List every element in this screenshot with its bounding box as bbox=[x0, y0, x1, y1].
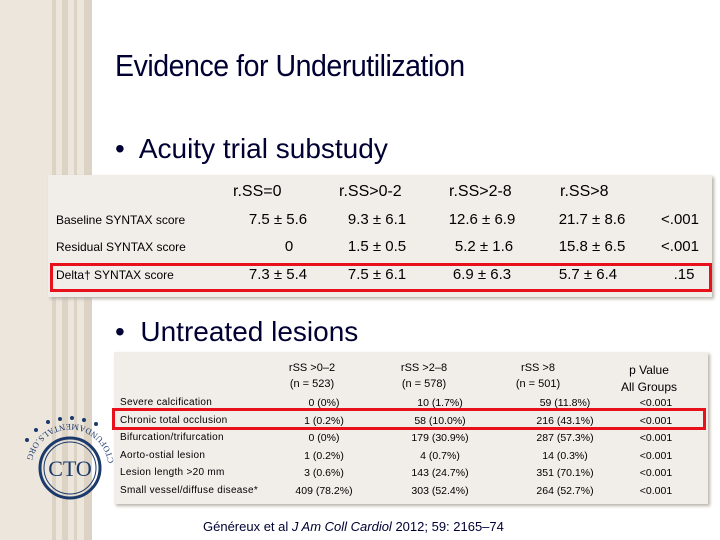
header-line: (n = 578) bbox=[401, 378, 447, 390]
table-cell: 7.5 ± 6.1 bbox=[347, 266, 407, 283]
table-cell: 7.5 ± 5.6 bbox=[248, 211, 308, 228]
table-cell: 287 (57.3%) bbox=[536, 432, 594, 444]
table-cell: 14 (0.3%) bbox=[542, 450, 588, 462]
table-cell: 143 (24.7%) bbox=[411, 467, 469, 479]
table-cell: 58 (10.0%) bbox=[414, 415, 466, 427]
table-cell: 6.9 ± 6.3 bbox=[452, 266, 512, 283]
table-cell: 0 (0%) bbox=[308, 432, 340, 444]
row-label: Small vessel/diffuse disease* bbox=[120, 485, 259, 496]
table-cell: 0 (0%) bbox=[308, 397, 340, 409]
header-line: rSS >2–8 bbox=[400, 362, 448, 374]
bullet-acuity-text: Acuity trial substudy bbox=[138, 133, 388, 164]
table-cell: 303 (52.4%) bbox=[411, 485, 469, 497]
slide-title: Evidence for Underutilization bbox=[115, 48, 465, 83]
header-line: All Groups bbox=[620, 380, 678, 394]
row-label: Chronic total occlusion bbox=[120, 415, 228, 426]
table-cell: <0.001 bbox=[639, 450, 673, 462]
table2-header: rSS >2–8 (n = 578) bbox=[369, 360, 479, 392]
table-row: Baseline SYNTAX score 7.5 ± 5.6 9.3 ± 6.… bbox=[48, 209, 712, 233]
table1-header: r.SS=0 bbox=[233, 183, 282, 200]
highlight-box-cto-row bbox=[112, 408, 706, 430]
table-cell: <.001 bbox=[661, 238, 699, 255]
citation: Généreux et al J Am Coll Cardiol 2012; 5… bbox=[203, 519, 504, 534]
syntax-score-table: r.SS=0 r.SS>0-2 r.SS>2-8 r.SS>8 Baseline… bbox=[48, 175, 712, 297]
table-cell: 3 (0.6%) bbox=[304, 467, 344, 479]
row-label: Lesion length >20 mm bbox=[120, 467, 225, 478]
table-cell: <.001 bbox=[661, 211, 699, 228]
header-line: rSS >0–2 bbox=[288, 362, 336, 374]
table2-header: p Value All Groups bbox=[594, 362, 704, 396]
table-cell: <0.001 bbox=[639, 485, 673, 497]
table-cell: 1 (0.2%) bbox=[304, 450, 344, 462]
table-cell: 4 (0.7%) bbox=[420, 450, 460, 462]
header-line: p Value bbox=[629, 363, 669, 377]
table-cell: 1 (0.2%) bbox=[304, 415, 344, 427]
table-cell: .15 bbox=[673, 266, 695, 283]
table-cell: 216 (43.1%) bbox=[536, 415, 594, 427]
row-label: Bifurcation/trifurcation bbox=[120, 432, 224, 443]
row-label: Severe calcification bbox=[120, 397, 213, 408]
table-cell: 7.3 ± 5.4 bbox=[248, 266, 308, 283]
row-label: Delta† SYNTAX score bbox=[56, 268, 174, 282]
table1-header: r.SS>2-8 bbox=[449, 183, 512, 200]
table-cell: <0.001 bbox=[639, 397, 673, 409]
bullet-untreated-text: Untreated lesions bbox=[140, 316, 359, 347]
table-cell: 21.7 ± 8.6 bbox=[558, 211, 626, 228]
highlight-box-delta-row bbox=[50, 263, 712, 292]
bullet-marker: • bbox=[115, 316, 125, 347]
table-cell: 409 (78.2%) bbox=[295, 485, 353, 497]
table-cell: 5.7 ± 6.4 bbox=[558, 266, 618, 283]
table-cell: <0.001 bbox=[639, 432, 673, 444]
table-cell: <0.001 bbox=[639, 415, 673, 427]
table-cell: 179 (30.9%) bbox=[411, 432, 469, 444]
table-cell: 264 (52.7%) bbox=[536, 485, 594, 497]
header-line: (n = 501) bbox=[515, 378, 561, 390]
table-cell: 0 bbox=[284, 238, 294, 255]
row-label: Baseline SYNTAX score bbox=[56, 213, 186, 227]
table-cell: 1.5 ± 0.5 bbox=[347, 238, 407, 255]
table-row: Delta† SYNTAX score 7.3 ± 5.4 7.5 ± 6.1 … bbox=[48, 264, 712, 288]
row-label: Residual SYNTAX score bbox=[56, 240, 186, 254]
citation-authors: Généreux et al bbox=[203, 519, 292, 534]
bullet-acuity: • Acuity trial substudy bbox=[115, 133, 388, 165]
bullet-untreated: • Untreated lesions bbox=[115, 316, 358, 348]
header-line: (n = 523) bbox=[289, 378, 335, 390]
logo-center-text: CTO bbox=[48, 456, 92, 481]
table1-header: r.SS>0-2 bbox=[339, 183, 402, 200]
citation-details: 2012; 59: 2165–74 bbox=[391, 519, 504, 534]
table2-header: rSS >0–2 (n = 523) bbox=[257, 360, 367, 392]
table-cell: 12.6 ± 6.9 bbox=[448, 211, 516, 228]
table-cell: 10 (1.7%) bbox=[417, 397, 463, 409]
row-label: Aorto-ostial lesion bbox=[120, 450, 206, 461]
table-cell: <0.001 bbox=[639, 467, 673, 479]
table-row: Residual SYNTAX score 0 1.5 ± 0.5 5.2 ± … bbox=[48, 236, 712, 260]
table2-header: rSS >8 (n = 501) bbox=[483, 360, 593, 392]
table-cell: 9.3 ± 6.1 bbox=[347, 211, 407, 228]
table-cell: 5.2 ± 1.6 bbox=[454, 238, 514, 255]
table-cell: 15.8 ± 6.5 bbox=[558, 238, 626, 255]
bullet-marker: • bbox=[115, 133, 125, 164]
header-line: rSS >8 bbox=[521, 362, 555, 374]
table-cell: 351 (70.1%) bbox=[536, 467, 594, 479]
table-cell: 59 (11.8%) bbox=[539, 397, 591, 409]
citation-journal: J Am Coll Cardiol bbox=[291, 519, 392, 534]
cto-fundamentals-logo: CTO CTOFUNDAMENTALS.ORG bbox=[25, 416, 115, 500]
table1-header: r.SS>8 bbox=[560, 183, 609, 200]
